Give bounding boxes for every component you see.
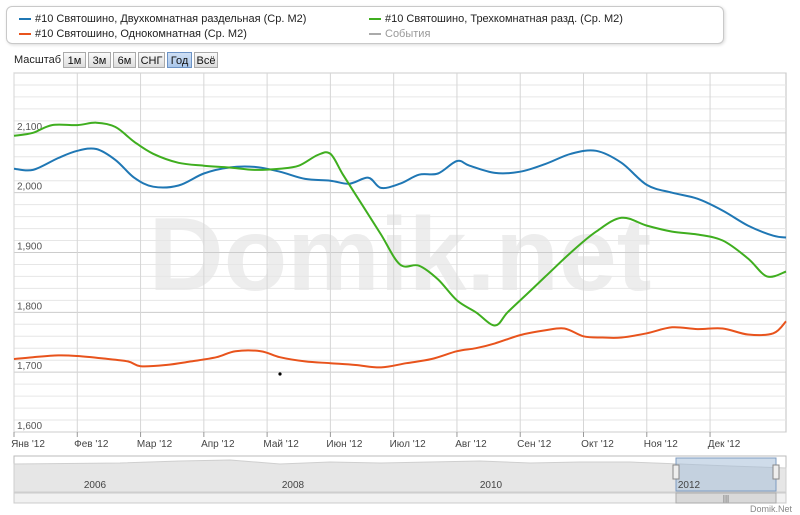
x-tick-label: Мар '12 — [137, 439, 173, 450]
y-tick-label: 1,600 — [17, 421, 42, 432]
x-tick-label: Дек '12 — [708, 439, 741, 450]
scrollbar-thumb[interactable] — [675, 492, 777, 504]
zoom-button-1m[interactable]: 1м — [63, 52, 86, 68]
zoom-label: Масштаб — [14, 54, 62, 66]
navigator[interactable]: 2006 2008 2010 2012 ||| — [13, 455, 787, 504]
y-tick-label: 2,100 — [17, 122, 42, 133]
series-line-three-room[interactable] — [13, 121, 787, 327]
y-tick-label: 1,800 — [17, 301, 42, 312]
navigator-year-label: 2012 — [678, 480, 701, 491]
cursor-dot — [278, 372, 282, 376]
navigator-left-handle[interactable] — [672, 464, 680, 480]
x-tick-label: Апр '12 — [201, 439, 235, 450]
scrollbar-track[interactable] — [13, 492, 787, 504]
zoom-button-6m[interactable]: 6м — [113, 52, 136, 68]
legend-item-three-room[interactable]: #10 Святошино, Трехкомнатная разд. (Ср. … — [369, 12, 623, 26]
scrollbar-grip-icon: ||| — [723, 494, 729, 503]
x-tick-label: Июл '12 — [390, 439, 427, 450]
legend-label: #10 Святошино, Однокомнатная (Ср. М2) — [35, 28, 247, 40]
legend-label: #10 Святошино, Трехкомнатная разд. (Ср. … — [385, 13, 623, 25]
zoom-button-all[interactable]: Всё — [194, 52, 218, 68]
legend-swatch — [369, 33, 381, 36]
watermark: Domik.net — [149, 197, 652, 313]
navigator-year-label: 2006 — [84, 480, 107, 491]
zoom-button-ytd[interactable]: СНГ — [138, 52, 165, 68]
y-tick-label: 2,000 — [17, 182, 42, 193]
x-tick-label: Окт '12 — [581, 439, 614, 450]
credit: Domik.Net — [750, 504, 793, 514]
legend: #10 Святошино, Двухкомнатная раздельная … — [6, 6, 724, 44]
y-tick-label: 1,700 — [17, 361, 42, 372]
x-tick-label: Фев '12 — [74, 439, 109, 450]
series-line-one-room[interactable] — [13, 320, 787, 369]
legend-item-two-room[interactable]: #10 Святошино, Двухкомнатная раздельная … — [19, 12, 306, 26]
legend-swatch — [19, 18, 31, 21]
x-tick-label: Авг '12 — [455, 439, 487, 450]
x-tick-label: Ноя '12 — [644, 439, 678, 450]
legend-item-one-room[interactable]: #10 Святошино, Однокомнатная (Ср. М2) — [19, 27, 247, 41]
x-tick-label: Май '12 — [263, 439, 299, 450]
navigator-area — [13, 459, 787, 493]
series-line-two-room[interactable] — [13, 147, 787, 239]
legend-label: #10 Святошино, Двухкомнатная раздельная … — [35, 13, 307, 25]
legend-item-events[interactable]: События — [369, 27, 430, 41]
legend-label: События — [385, 28, 431, 40]
navigator-year-label: 2008 — [282, 480, 305, 491]
y-tick-label: 1,900 — [17, 242, 42, 253]
zoom-button-year[interactable]: Год — [167, 52, 192, 68]
navigator-year-label: 2010 — [480, 480, 503, 491]
legend-swatch — [369, 18, 381, 21]
legend-swatch — [19, 33, 31, 36]
zoom-button-3m[interactable]: 3м — [88, 52, 111, 68]
x-tick-label: Сен '12 — [517, 439, 552, 450]
navigator-right-handle[interactable] — [772, 464, 780, 480]
x-tick-label: Янв '12 — [11, 439, 45, 450]
x-tick-label: Июн '12 — [326, 439, 362, 450]
